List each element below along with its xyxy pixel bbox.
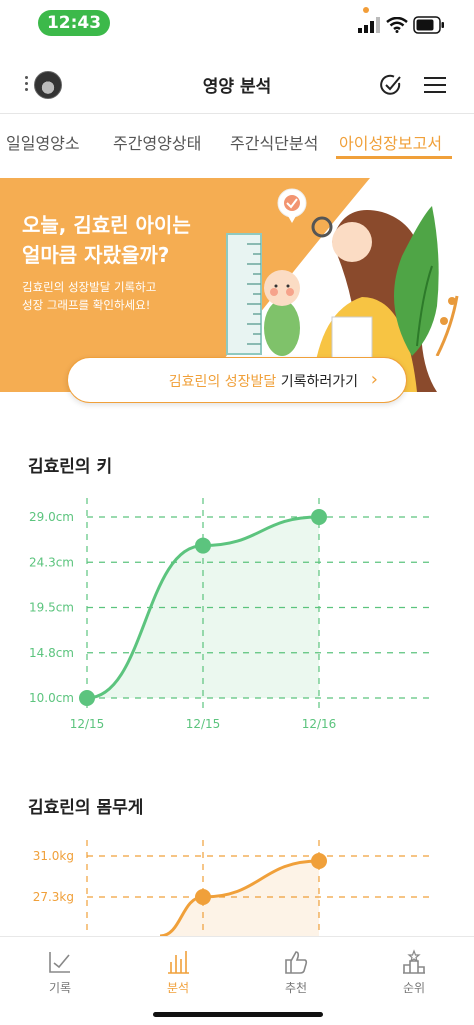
chevron-right-icon: › — [370, 369, 378, 390]
weight-data-point[interactable] — [311, 853, 327, 869]
record-growth-button[interactable]: 김효린의 성장발달 기록하러가기 › — [67, 357, 407, 403]
tab-daily-nutrients[interactable]: 일일영양소 — [6, 134, 80, 153]
height-chart-title: 김효린의 키 — [28, 457, 113, 477]
height-y-tick-label: 19.5cm — [29, 601, 74, 615]
home-indicator — [153, 1012, 323, 1017]
growth-banner — [0, 166, 474, 392]
height-x-tick-label: 12/15 — [70, 717, 105, 731]
height-x-tick-label: 12/15 — [186, 717, 221, 731]
height-y-tick-label: 29.0cm — [29, 510, 74, 524]
nav-analysis-label: 분석 — [166, 981, 190, 995]
banner-title: 오늘, 김효린 아이는 얼마큼 자랐을까? — [22, 210, 242, 270]
record-button-child-name: 김효린의 성장발달 — [168, 374, 277, 390]
weight-chart: 31.0kg 27.3kg — [33, 840, 430, 936]
check-chart-icon — [49, 952, 70, 973]
height-y-tick-label: 24.3cm — [29, 555, 74, 569]
active-tab-indicator — [336, 156, 452, 159]
height-data-point[interactable] — [195, 537, 211, 554]
wifi-icon — [386, 17, 408, 33]
weight-area-fill — [160, 861, 319, 936]
banner-title-line1: 오늘, 김효린 아이는 — [22, 213, 191, 237]
page-title: 영양 분석 — [202, 77, 272, 97]
banner-subtitle-line2: 성장 그래프를 확인하세요! — [22, 298, 151, 312]
height-data-point[interactable] — [79, 690, 95, 706]
status-time: 12:43 — [38, 10, 110, 36]
banner-subtitle-line1: 김효린의 성장발달 기록하고 — [22, 280, 157, 294]
thumbs-up-icon — [285, 951, 308, 974]
height-series-line — [86, 515, 320, 700]
check-bubble-icon — [277, 188, 307, 223]
height-chart: 29.0cm 24.3cm 19.5cm 14.8cm 10.0cm 12/15 12/15… — [29, 498, 430, 731]
weight-data-point[interactable] — [195, 889, 211, 905]
baby-illustration — [264, 270, 300, 356]
nav-record[interactable]: 기록 — [30, 949, 90, 996]
banner-subtitle: 김효린의 성장발달 기록하고 성장 그래프를 확인하세요! — [22, 278, 222, 314]
height-area-fill — [87, 517, 319, 698]
signal-icon — [358, 17, 380, 33]
height-x-tick-label: 12/16 — [302, 717, 337, 731]
bottom-nav: 기록 분석 추천 순위 — [0, 936, 474, 1025]
privacy-indicator-dot — [363, 7, 369, 13]
banner-title-line2: 얼마큼 자랐을까? — [22, 243, 170, 267]
tab-weekly-diet[interactable]: 주간식단분석 — [230, 134, 319, 153]
height-data-point[interactable] — [311, 509, 327, 525]
tab-weekly-nutrition[interactable]: 주간영양상태 — [113, 134, 202, 153]
height-ruler-illustration — [226, 233, 262, 355]
bar-chart-icon — [168, 951, 189, 974]
nav-recommend-label: 추천 — [284, 981, 308, 995]
height-y-tick-label: 10.0cm — [29, 691, 74, 705]
plant-illustration — [394, 206, 459, 356]
record-button-action: 기록하러가기 — [276, 374, 358, 390]
weight-y-tick-label: 31.0kg — [33, 849, 74, 863]
nav-recommend[interactable]: 추천 — [266, 949, 326, 996]
nav-ranking-label: 순위 — [402, 981, 426, 995]
battery-icon — [413, 16, 444, 34]
menu-icon[interactable] — [424, 76, 446, 94]
drag-handle-icon — [25, 76, 29, 94]
nav-record-label: 기록 — [48, 981, 72, 995]
nav-analysis[interactable]: 분석 — [148, 949, 208, 996]
weight-chart-title: 김효린의 몸무게 — [28, 798, 144, 818]
weight-y-tick-label: 27.3kg — [33, 890, 74, 904]
check-circle-icon[interactable] — [380, 74, 402, 96]
podium-icon — [403, 949, 425, 974]
height-y-tick-label: 14.8cm — [29, 646, 74, 660]
tab-growth-report[interactable]: 아이성장보고서 — [339, 134, 443, 153]
avatar[interactable] — [34, 71, 62, 99]
nav-ranking[interactable]: 순위 — [384, 949, 444, 996]
header-divider — [0, 113, 474, 114]
